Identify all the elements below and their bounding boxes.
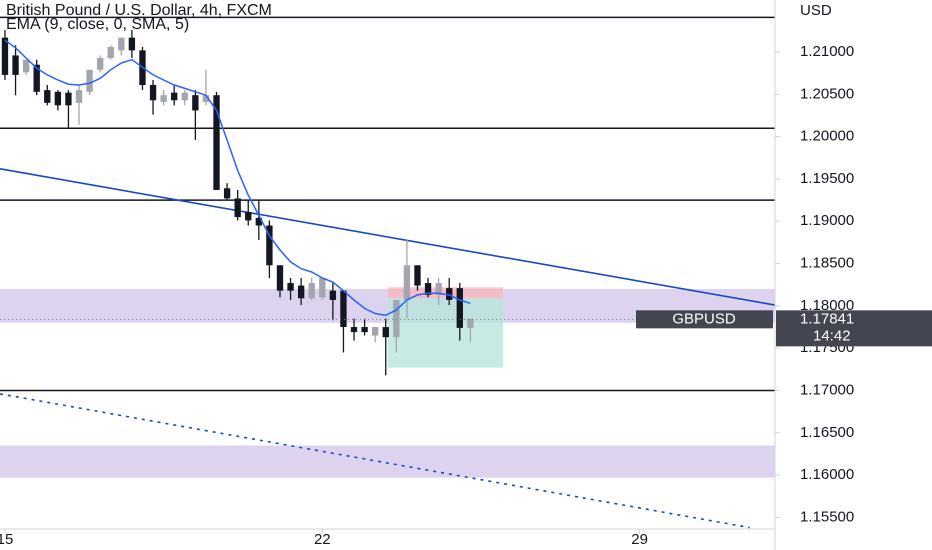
candle-body <box>96 57 104 70</box>
candle-body <box>393 299 400 338</box>
y-tick-label: 1.17000 <box>800 381 854 398</box>
y-tick-label: 1.20000 <box>800 128 854 145</box>
candle-body <box>435 283 442 295</box>
stop-zone <box>387 287 504 299</box>
candle-body <box>361 327 368 333</box>
candle-body <box>372 327 379 336</box>
candle-body <box>22 59 30 73</box>
candle-body <box>403 265 411 300</box>
y-tick-label: 1.20500 <box>800 85 854 102</box>
y-tick-label: 1.19500 <box>800 170 854 187</box>
candle-body <box>213 95 220 190</box>
candle-body <box>287 283 294 291</box>
candle-body <box>149 85 157 101</box>
candle-body <box>297 285 305 299</box>
price-tag <box>776 310 932 347</box>
candle-body <box>234 198 241 218</box>
candle-body <box>171 92 178 101</box>
candle-body <box>245 211 252 221</box>
candle-body <box>223 188 231 199</box>
candle-body <box>86 69 93 92</box>
candle-body <box>54 91 62 106</box>
candle-body <box>128 37 136 51</box>
y-tick-label: 1.16500 <box>800 424 854 441</box>
y-tick-label: 1.21000 <box>800 43 854 60</box>
candle-body <box>118 37 125 51</box>
trendline <box>0 168 776 306</box>
countdown: 14:42 <box>813 327 851 344</box>
symbol-tag <box>636 310 773 329</box>
candle-body <box>276 265 284 291</box>
candle-body <box>181 92 188 101</box>
candle-body <box>65 92 72 106</box>
y-tick-label: 1.18000 <box>800 297 854 314</box>
candle-body <box>340 290 347 328</box>
candle-body <box>33 64 40 92</box>
candle-body <box>329 290 337 300</box>
candle-body <box>107 46 114 58</box>
trendline <box>0 393 750 529</box>
candle-body <box>160 95 167 102</box>
candle-body <box>75 90 83 103</box>
candle-body <box>202 95 210 102</box>
candle-body <box>350 327 358 333</box>
price-label: 1.17841 <box>800 310 854 327</box>
chart-title: British Pound / U.S. Dollar, 4h, FXCM <box>6 2 272 19</box>
candle-body <box>255 217 263 226</box>
candle-body <box>308 283 315 299</box>
y-tick-label: 1.16000 <box>800 466 854 483</box>
candle-body <box>446 288 453 300</box>
symbol-label: GBPUSD <box>672 310 736 327</box>
candle-body <box>192 95 199 111</box>
ema-line <box>4 39 471 316</box>
zone <box>0 445 775 478</box>
y-tick-label: 1.15500 <box>800 508 854 525</box>
candle-body <box>456 288 463 328</box>
x-tick-label: 22 <box>314 531 331 548</box>
candle-body <box>467 318 474 328</box>
y-tick-label: 1.19000 <box>800 212 854 229</box>
indicator-label: EMA (9, close, 0, SMA, 5) <box>6 16 189 33</box>
target-zone <box>387 298 504 368</box>
candle-body <box>12 55 19 75</box>
candle-body <box>319 277 326 298</box>
candle-body <box>44 90 51 103</box>
candle-body <box>266 225 273 266</box>
candle-body <box>1 37 9 75</box>
x-tick-label: 15 <box>0 531 13 548</box>
candle-body <box>382 327 389 338</box>
candle-body <box>424 283 432 295</box>
y-tick-label: 1.18500 <box>800 255 854 272</box>
x-tick-label: 29 <box>631 531 648 548</box>
currency: USD <box>800 2 832 19</box>
candle-body <box>414 265 421 286</box>
